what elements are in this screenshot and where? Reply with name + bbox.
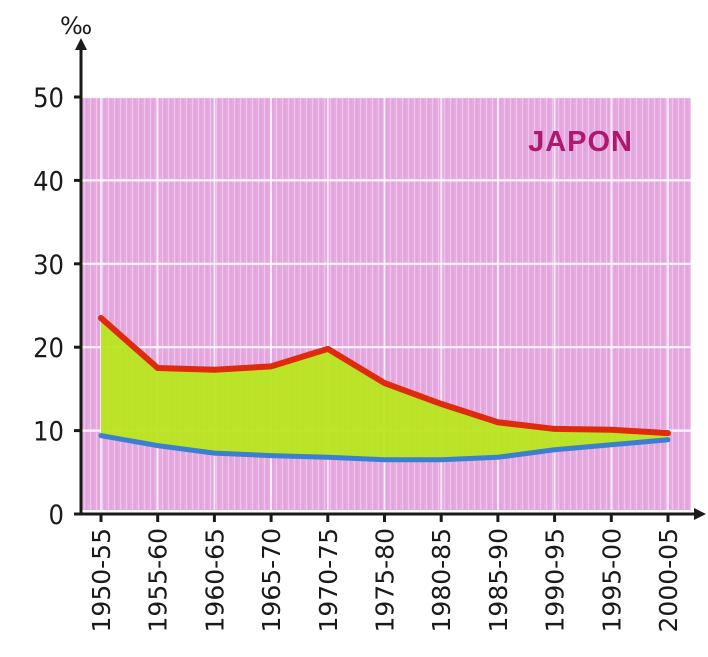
y-tick-label: 40 (33, 166, 64, 197)
series-lines (98, 315, 671, 463)
y-axis-ticks: 0 10 20 30 40 50 (33, 83, 81, 531)
fill-between-area (101, 318, 668, 460)
x-tick-label: 1965-70 (257, 528, 286, 632)
chart-title: JAPON (528, 126, 633, 158)
x-tick-label: 1980-85 (427, 528, 456, 632)
y-tick-label: 30 (33, 250, 64, 281)
x-tick-label: 1955-60 (144, 528, 173, 632)
y-axis-unit: ‰ (60, 12, 92, 40)
y-tick-label: 10 (33, 417, 64, 448)
y-tick-label: 50 (33, 83, 64, 114)
x-axis-ticks: 1950-55 1955-60 1960-65 1965-70 1970-75 1975-… (87, 514, 683, 632)
x-tick-label: 1995-00 (597, 528, 626, 632)
x-tick-label: 2000-05 (654, 528, 683, 632)
x-tick-label: 1950-55 (87, 528, 116, 632)
y-tick-label: 0 (49, 500, 64, 531)
x-tick-label: 1975-80 (371, 528, 400, 632)
y-tick-label: 20 (33, 333, 64, 364)
x-tick-label: 1970-75 (314, 528, 343, 632)
x-tick-label: 1985-90 (484, 528, 513, 632)
x-tick-label: 1960-65 (200, 528, 229, 632)
x-tick-label: 1990-95 (541, 528, 570, 632)
